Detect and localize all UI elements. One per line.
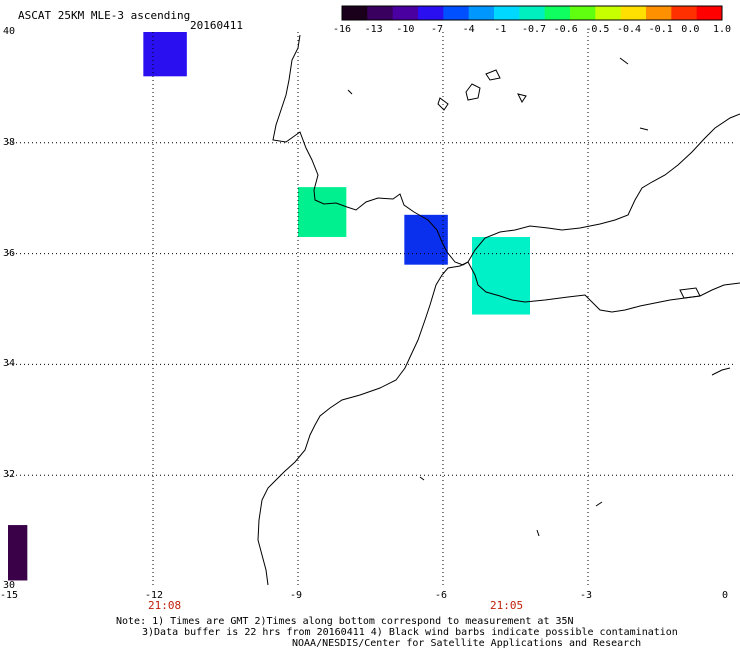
- island-small-6: [419, 476, 425, 481]
- coastline-spain-south: [467, 113, 740, 263]
- island-small-4: [639, 127, 649, 131]
- colorbar-label: -0.7: [522, 24, 547, 35]
- colorbar-label: -0.4: [617, 24, 642, 35]
- colorbar-label: -13: [364, 24, 383, 35]
- swath-cell: [472, 236, 530, 315]
- coastline-morocco-west: [257, 261, 469, 586]
- latitude-label: 30: [3, 580, 16, 591]
- longitude-label: -12: [145, 590, 164, 601]
- colorbar-swatch: [418, 6, 444, 20]
- island-ibiza: [437, 97, 449, 111]
- colorbar-swatch: [367, 6, 394, 20]
- latitude-label: 32: [3, 469, 16, 481]
- island-small-5: [711, 367, 731, 376]
- longitude-label: -15: [0, 590, 19, 601]
- latitude-label: 34: [3, 358, 16, 370]
- colorbar-frame: [341, 5, 723, 21]
- colorbar-swatch: [544, 6, 571, 20]
- colorbar-swatch: [519, 6, 546, 20]
- colorbar-swatch: [443, 6, 470, 20]
- colorbar-label: -16: [332, 24, 352, 35]
- colorbar-label: 1.0: [712, 24, 732, 35]
- note-line-3: NOAA/NESDIS/Center for Satellite Applica…: [292, 638, 642, 649]
- latitude-label: 36: [3, 247, 16, 259]
- latitude-label: 40: [3, 26, 16, 37]
- colorbar-label: -0.6: [553, 24, 578, 35]
- colorbar-label: 0.0: [681, 24, 700, 35]
- swath-cell: [298, 187, 347, 237]
- island-small-7: [536, 529, 540, 537]
- island-small-3: [619, 57, 629, 65]
- island-small-2: [347, 89, 353, 95]
- colorbar-label: -1: [494, 24, 507, 35]
- swath-cell: [143, 32, 187, 77]
- time-label-left: 21:08: [148, 599, 182, 612]
- colorbar-swatch: [696, 6, 723, 20]
- coastline: [257, 34, 740, 586]
- product-title: ASCAT 25KM MLE-3 ascending: [18, 9, 191, 22]
- swath-data: [8, 32, 530, 581]
- colorbar-swatch: [392, 6, 419, 20]
- colorbar: [341, 5, 723, 21]
- colorbar-label: -10: [396, 24, 415, 35]
- colorbar-swatch: [671, 6, 698, 20]
- colorbar-swatch: [468, 6, 495, 20]
- graticule: [8, 32, 733, 586]
- latitude-label: 38: [3, 136, 16, 148]
- note-line-2: 3)Data buffer is 22 hrs from 20160411 4)…: [142, 627, 678, 638]
- colorbar-swatch: [646, 6, 672, 20]
- swath-cell: [8, 525, 28, 581]
- island-mallorca: [465, 83, 481, 101]
- island-small-8: [595, 501, 603, 507]
- longitude-label: -9: [290, 590, 303, 601]
- product-date: 20160411: [190, 19, 243, 32]
- colorbar-label: -7: [430, 24, 444, 35]
- colorbar-swatch: [570, 6, 596, 20]
- island-menorca: [485, 69, 501, 81]
- colorbar-swatch: [342, 6, 368, 20]
- longitude-label: -6: [435, 590, 448, 601]
- note-line-1: Note: 1) Times are GMT 2)Times along bot…: [116, 616, 574, 627]
- island-sardinia: [679, 287, 701, 299]
- island-small-1: [517, 93, 527, 103]
- colorbar-swatch: [494, 6, 520, 20]
- longitude-label: 0: [722, 590, 729, 601]
- colorbar-label: -0.5: [585, 24, 610, 35]
- colorbar-label: -4: [462, 24, 475, 35]
- longitude-label: -3: [580, 590, 593, 601]
- colorbar-swatch: [620, 6, 647, 20]
- coastline-iberia-west: [272, 34, 469, 266]
- time-label-right: 21:05: [490, 599, 524, 612]
- colorbar-label: -0.1: [648, 24, 673, 35]
- colorbar-swatch: [595, 6, 622, 20]
